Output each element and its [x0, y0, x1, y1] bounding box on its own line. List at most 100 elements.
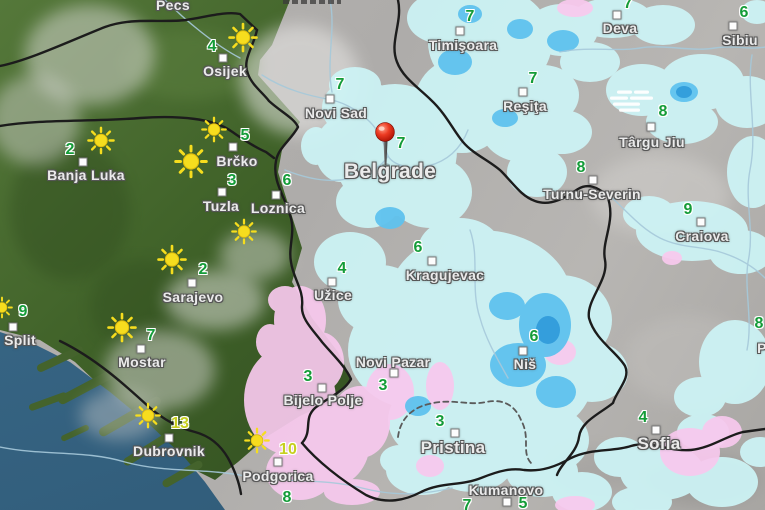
city-marker-br-ko[interactable] — [228, 142, 238, 152]
temperature-value-banja-luka[interactable]: 2 — [65, 141, 75, 158]
temperature-value-bijelo-polje[interactable]: 3 — [303, 368, 313, 385]
city-label-p: P — [757, 340, 765, 356]
city-marker-podgorica[interactable] — [273, 457, 283, 467]
city-marker-pristina[interactable] — [450, 428, 460, 438]
temperature-value-sofia[interactable]: 4 — [638, 409, 648, 426]
city-marker-deva[interactable] — [612, 10, 622, 20]
sun-icon — [0, 296, 13, 324]
temperature-value-timi-oara[interactable]: 7 — [465, 8, 475, 25]
city-label-sarajevo: Sarajevo — [162, 289, 224, 305]
city-label-deva: Deva — [602, 20, 638, 36]
city-label-novi-pazar: Novi Pazar — [355, 354, 431, 370]
city-label-timi-oara: Timişoara — [428, 37, 498, 53]
sun-icon — [87, 126, 115, 160]
city-marker-re-i-a[interactable] — [518, 87, 528, 97]
fog-icon — [609, 90, 655, 119]
temperature-value-ni[interactable]: 6 — [529, 328, 539, 345]
city-label-craiova: Craiova — [675, 228, 729, 244]
city-label-loznica: Loznica — [250, 200, 306, 216]
cloud-patch — [165, 270, 265, 330]
city-label-turnu-severin: Turnu-Severin — [543, 186, 641, 202]
city-marker-mostar[interactable] — [136, 344, 146, 354]
city-label-sofia: Sofia — [637, 434, 681, 453]
city-marker-u-ice[interactable] — [327, 277, 337, 287]
temperature-value-deva[interactable]: 7 — [623, 0, 633, 12]
sun-icon — [244, 427, 270, 459]
city-label-osijek: Osijek — [203, 63, 247, 79]
temperature-value-craiova[interactable]: 9 — [683, 201, 693, 218]
city-label-ni: Niš — [513, 356, 537, 372]
temperature-value-belgrade[interactable]: 7 — [396, 135, 406, 152]
city-label-t-rgu-jiu: Târgu Jiu — [619, 134, 685, 150]
city-label-split: Split — [4, 332, 36, 348]
city-label-re-i-a: Reşiţa — [503, 98, 547, 114]
cloud-patch — [105, 330, 215, 410]
city-marker-novi-pazar[interactable] — [389, 368, 399, 378]
city-marker-tuzla[interactable] — [217, 187, 227, 197]
city-marker-craiova[interactable] — [696, 217, 706, 227]
temperature-value-mostar[interactable]: 7 — [146, 327, 156, 344]
city-marker-banja-luka[interactable] — [78, 157, 88, 167]
temperature-value-loznica[interactable]: 6 — [282, 172, 292, 189]
city-label-pecs: Pecs — [156, 0, 190, 13]
city-label-tuzla: Tuzla — [202, 198, 240, 214]
temperature-value-sarajevo[interactable]: 2 — [198, 261, 208, 278]
sun-icon — [231, 218, 257, 250]
city-marker-split[interactable] — [8, 322, 18, 332]
city-label-dubrovnik: Dubrovnik — [133, 443, 205, 459]
city-label-kumanovo: Kumanovo — [468, 482, 544, 498]
sun-icon — [107, 312, 137, 348]
sun-icon — [174, 144, 208, 184]
city-marker-ni[interactable] — [518, 346, 528, 356]
city-marker-kragujevac[interactable] — [427, 256, 437, 266]
temperature-value-sibiu[interactable]: 6 — [739, 4, 749, 21]
temperature-value-novi-pazar[interactable]: 3 — [378, 377, 388, 394]
temperature-value-dubrovnik[interactable]: 13 — [171, 415, 189, 432]
city-label-novi-sad: Novi Sad — [304, 105, 368, 121]
city-label-bijelo-polje: Bijelo Polje — [283, 392, 363, 408]
city-marker-osijek[interactable] — [218, 53, 228, 63]
city-label-pristina: Pristina — [420, 438, 486, 457]
city-label-podgorica: Podgorica — [242, 468, 314, 484]
sun-icon — [157, 244, 187, 280]
temperature-value-t-rgu-jiu[interactable]: 8 — [658, 103, 668, 120]
temperature-value-podgorica[interactable]: 10 — [279, 441, 297, 458]
temperature-value-u-ice[interactable]: 4 — [337, 260, 347, 277]
city-marker-novi-sad[interactable] — [325, 94, 335, 104]
city-label-u-ice: Užice — [313, 287, 353, 303]
temperature-value-kumanovo[interactable]: 5 — [518, 495, 528, 510]
city-label-mostar: Mostar — [118, 354, 166, 370]
temperature-value-pristina[interactable]: 3 — [435, 413, 445, 430]
city-marker-loznica[interactable] — [271, 190, 281, 200]
sun-icon — [135, 402, 161, 434]
city-label-belgrade: Belgrade — [343, 160, 437, 183]
temperature-value-kragujevac[interactable]: 6 — [413, 239, 423, 256]
city-label-br-ko: Brčko — [216, 153, 258, 169]
temperature-value-edge-1[interactable]: 8 — [282, 489, 292, 506]
temperature-value-tuzla[interactable]: 3 — [227, 172, 237, 189]
city-marker-sofia[interactable] — [651, 425, 661, 435]
temperature-value-novi-sad[interactable]: 7 — [335, 76, 345, 93]
city-marker-turnu-severin[interactable] — [588, 175, 598, 185]
cloud-patch — [220, 230, 290, 280]
temperature-value-turnu-severin[interactable]: 8 — [576, 159, 586, 176]
temperature-value-br-ko[interactable]: 5 — [240, 127, 250, 144]
temperature-value-split[interactable]: 9 — [18, 303, 28, 320]
temperature-value-osijek[interactable]: 4 — [207, 38, 217, 55]
city-marker-kumanovo[interactable] — [502, 497, 512, 507]
terrain-shading — [10, 140, 130, 280]
temperature-value-re-i-a[interactable]: 7 — [528, 70, 538, 87]
city-marker-timi-oara[interactable] — [455, 26, 465, 36]
map-pin-icon[interactable] — [372, 122, 398, 173]
city-label-sibiu: Sibiu — [722, 32, 758, 48]
city-marker-sarajevo[interactable] — [187, 278, 197, 288]
temperature-value-p[interactable]: 8 — [754, 315, 764, 332]
city-marker-t-rgu-jiu[interactable] — [646, 122, 656, 132]
cut-city-label-remnant — [283, 0, 341, 4]
temperature-value-edge-0[interactable]: 7 — [462, 497, 472, 510]
city-marker-dubrovnik[interactable] — [164, 433, 174, 443]
city-marker-bijelo-polje[interactable] — [317, 383, 327, 393]
city-marker-sibiu[interactable] — [728, 21, 738, 31]
